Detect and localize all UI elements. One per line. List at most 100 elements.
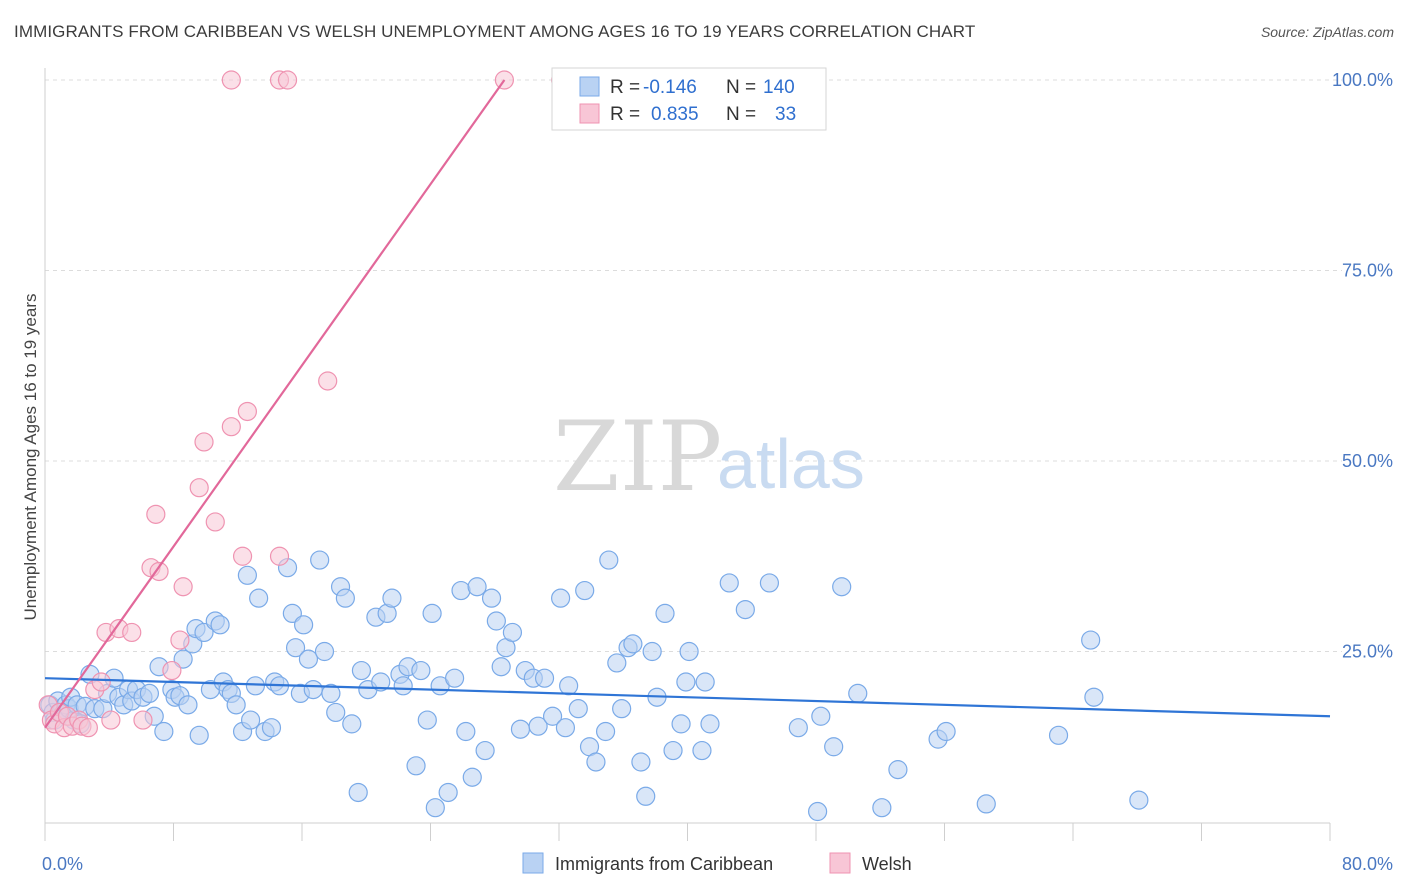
caribbean-point-89 (475, 740, 495, 761)
caribbean-point-115 (636, 786, 656, 806)
watermark: ZIP atlas (553, 401, 865, 513)
caribbean-point-87 (462, 767, 482, 787)
caribbean-point-85 (451, 580, 471, 601)
caribbean-point-84 (444, 668, 465, 688)
bottom-legend-label-caribbean: Immigrants from Caribbean (555, 854, 773, 874)
caribbean-point-124 (695, 672, 715, 692)
bottom-legend-swatch-welsh (829, 852, 851, 874)
bottom-legend-label-welsh: Welsh (862, 854, 912, 874)
caribbean-point-59 (303, 679, 323, 700)
caribbean-point-131 (811, 706, 831, 726)
series-caribbean-points (40, 550, 1149, 822)
welsh-point-22 (173, 577, 193, 597)
legend-r-label-1: R = (610, 77, 640, 98)
caribbean-point-50 (261, 718, 282, 738)
caribbean-point-92 (491, 657, 511, 677)
welsh-point-9 (78, 718, 98, 738)
y-tick-label-1: 75.0% (1342, 261, 1393, 281)
caribbean-point-98 (528, 716, 548, 736)
welsh-point-21 (170, 630, 190, 650)
x-tick-label-0: 0.0% (42, 854, 83, 874)
caribbean-point-73 (382, 588, 402, 608)
x-tick-label-1: 80.0% (1342, 854, 1393, 874)
welsh-point-16 (133, 710, 153, 730)
caribbean-point-71 (371, 672, 391, 692)
bottom-legend: Immigrants from Caribbean Welsh (522, 852, 912, 874)
caribbean-point-138 (936, 721, 956, 742)
caribbean-point-121 (676, 672, 696, 692)
caribbean-point-119 (663, 740, 683, 761)
welsh-point-26 (221, 417, 241, 437)
legend-r-value-1: -0.146 (643, 77, 697, 98)
caribbean-point-142 (1084, 687, 1104, 707)
y-tick-labels: 100.0% 75.0% 50.0% 25.0% (1332, 70, 1393, 662)
caribbean-point-55 (285, 638, 306, 658)
welsh-point-29 (269, 546, 290, 566)
welsh-point-28 (237, 401, 257, 422)
caribbean-point-120 (671, 714, 691, 734)
caribbean-point-68 (351, 660, 372, 681)
caribbean-point-133 (832, 577, 852, 597)
caribbean-point-113 (623, 634, 643, 654)
caribbean-point-129 (788, 718, 808, 738)
welsh-point-30 (318, 371, 338, 391)
caribbean-point-77 (406, 756, 426, 776)
caribbean-point-108 (595, 721, 616, 742)
caribbean-point-32 (178, 695, 198, 715)
caribbean-point-88 (467, 577, 487, 597)
welsh-point-31 (221, 70, 241, 90)
y-axis-title: Unemployment Among Ages 16 to 19 years (21, 294, 40, 621)
caribbean-point-81 (425, 798, 445, 818)
series-welsh-points (38, 70, 635, 738)
y-tick-label-2: 50.0% (1342, 451, 1393, 471)
caribbean-point-140 (1048, 725, 1069, 745)
caribbean-point-143 (1129, 790, 1149, 810)
caribbean-point-126 (719, 573, 739, 593)
caribbean-point-86 (456, 721, 476, 742)
trend-line-caribbean (44, 677, 1331, 718)
caribbean-point-60 (310, 550, 330, 570)
trend-lines (44, 79, 1331, 729)
caribbean-point-31 (173, 649, 193, 669)
caribbean-point-128 (759, 573, 780, 593)
caribbean-point-47 (245, 676, 266, 696)
y-tick-label-0: 100.0% (1332, 70, 1393, 90)
caribbean-point-135 (872, 798, 892, 818)
caribbean-point-78 (411, 660, 431, 681)
caribbean-point-103 (559, 676, 579, 696)
caribbean-point-105 (575, 580, 595, 601)
caribbean-point-83 (438, 782, 458, 803)
caribbean-point-110 (607, 653, 627, 673)
gridlines (45, 79, 1342, 652)
caribbean-point-66 (342, 714, 362, 734)
welsh-point-13 (101, 710, 121, 730)
caribbean-point-45 (237, 565, 257, 585)
caribbean-point-107 (586, 752, 606, 772)
legend: R = -0.146 N = 140 R = 0.835 N = 33 (551, 67, 827, 131)
caribbean-point-48 (249, 588, 269, 608)
welsh-point-27 (232, 546, 253, 566)
caribbean-point-35 (189, 725, 209, 745)
caribbean-point-109 (599, 550, 619, 570)
caribbean-point-27 (154, 721, 174, 742)
legend-n-label-2: N = (726, 104, 756, 125)
caribbean-point-58 (298, 649, 319, 669)
caribbean-point-67 (348, 782, 368, 803)
caribbean-point-54 (282, 603, 302, 624)
caribbean-point-43 (226, 695, 246, 715)
welsh-point-33 (277, 70, 298, 90)
caribbean-point-24 (139, 683, 160, 704)
legend-swatch-welsh (579, 103, 600, 124)
caribbean-point-130 (808, 801, 828, 822)
caribbean-point-100 (542, 706, 563, 726)
caribbean-point-46 (241, 710, 261, 730)
caribbean-point-116 (642, 641, 662, 662)
caribbean-point-134 (848, 683, 868, 704)
caribbean-point-102 (555, 718, 576, 738)
legend-swatch-caribbean (579, 76, 600, 97)
caribbean-point-80 (422, 603, 442, 624)
caribbean-point-99 (534, 668, 555, 688)
caribbean-point-57 (294, 615, 314, 635)
welsh-point-19 (149, 561, 169, 582)
legend-r-label-2: R = (610, 104, 640, 125)
